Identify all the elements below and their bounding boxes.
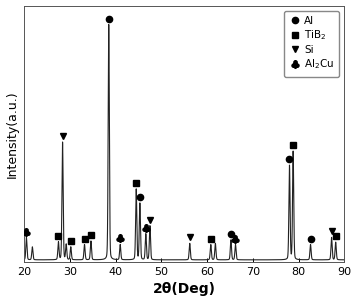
X-axis label: 2θ(Deg): 2θ(Deg)	[153, 282, 216, 297]
Legend: Al, TiB$_2$, Si, Al$_2$Cu: Al, TiB$_2$, Si, Al$_2$Cu	[284, 11, 339, 77]
Y-axis label: Intensity(a.u.): Intensity(a.u.)	[6, 90, 19, 178]
